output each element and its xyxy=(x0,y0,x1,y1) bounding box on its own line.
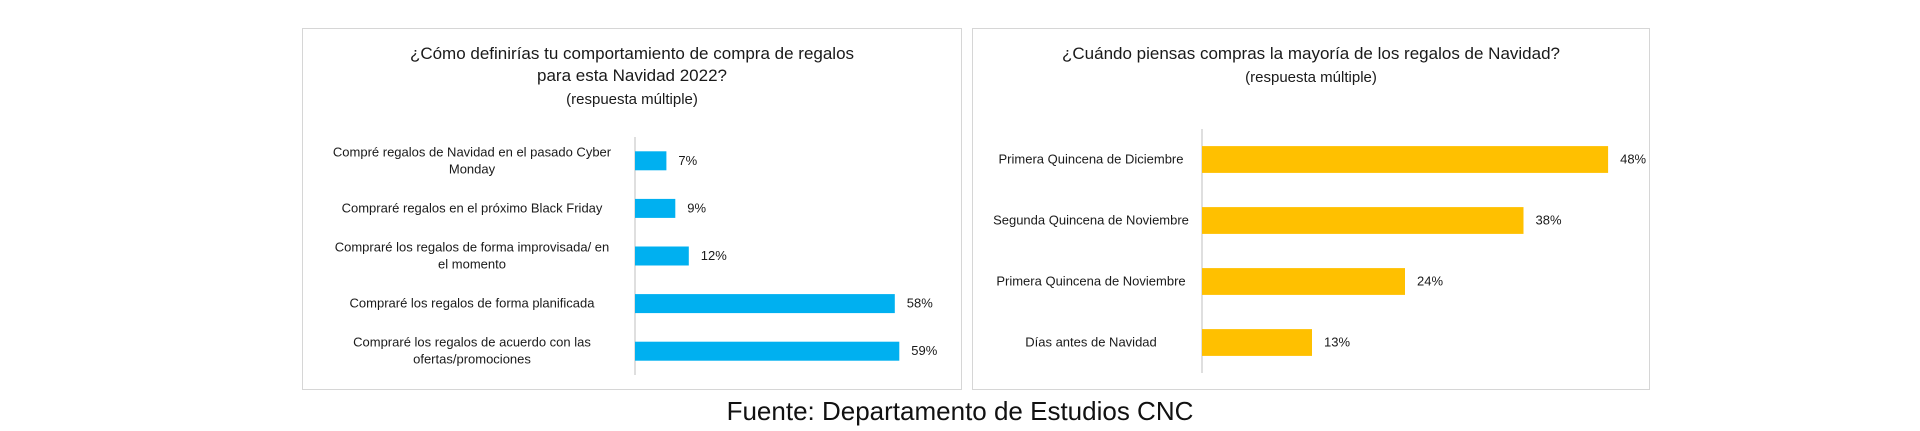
category-label-line: Compraré los regalos de forma improvisad… xyxy=(335,240,610,255)
data-label: 48% xyxy=(1620,152,1646,167)
bar xyxy=(1202,329,1312,356)
category-label-line: Compraré regalos en el próximo Black Fri… xyxy=(342,200,603,215)
data-label: 38% xyxy=(1536,213,1562,228)
chart-subtitle: (respuesta múltiple) xyxy=(1245,69,1377,86)
source-caption: Fuente: Departamento de Estudios CNC xyxy=(726,396,1194,426)
data-label: 12% xyxy=(701,248,727,263)
data-label: 59% xyxy=(911,343,937,358)
data-label: 13% xyxy=(1324,335,1350,350)
bar xyxy=(1202,146,1609,173)
chart-panel-timing: ¿Cuándo piensas compras la mayoría de lo… xyxy=(972,28,1650,390)
bar xyxy=(1202,207,1524,234)
category-label: Primera Quincena de Noviembre xyxy=(996,274,1185,289)
bar xyxy=(635,246,689,266)
category-label: Días antes de Navidad xyxy=(1025,335,1157,350)
category-label: Primera Quincena de Diciembre xyxy=(999,152,1184,167)
data-label: 7% xyxy=(678,153,697,168)
category-label: Compré regalos de Navidad en el pasado C… xyxy=(333,144,612,176)
chart-subtitle: (respuesta múltiple) xyxy=(566,91,698,108)
category-label-line: el momento xyxy=(438,257,506,272)
category-label-line: Días antes de Navidad xyxy=(1025,335,1157,350)
chart-title-line-1: ¿Cómo definirías tu comportamiento de co… xyxy=(409,44,855,63)
chart-title-line-1: ¿Cuándo piensas compras la mayoría de lo… xyxy=(1062,44,1560,63)
category-label-line: Segunda Quincena de Noviembre xyxy=(993,213,1189,228)
category-label-line: Compré regalos de Navidad en el pasado C… xyxy=(333,144,612,159)
bar xyxy=(635,151,667,171)
data-label: 9% xyxy=(687,200,706,215)
bar xyxy=(1202,268,1405,295)
chart-title-line-2: para esta Navidad 2022? xyxy=(537,66,727,85)
data-label: 24% xyxy=(1417,274,1443,289)
category-label: Compraré regalos en el próximo Black Fri… xyxy=(342,200,603,215)
category-label-line: Monday xyxy=(449,161,496,176)
category-label: Compraré los regalos de acuerdo con las o… xyxy=(353,335,591,367)
category-label: Compraré los regalos de forma planificad… xyxy=(350,296,596,311)
category-label-line: Compraré los regalos de acuerdo con las xyxy=(353,335,591,350)
category-label: Compraré los regalos de forma improvisad… xyxy=(335,240,610,272)
bar xyxy=(635,198,676,218)
category-label-line: Primera Quincena de Noviembre xyxy=(996,274,1185,289)
category-label-line: ofertas/promociones xyxy=(413,352,531,367)
bar-chart-timing: 48% Primera Quincena de Diciembre 38% Segun… xyxy=(993,129,1647,373)
category-label-line: Compraré los regalos de forma planificad… xyxy=(350,296,596,311)
chart-panel-behavior: ¿Cómo definirías tu comportamiento de co… xyxy=(302,28,962,390)
bar xyxy=(635,341,900,361)
chart-title-block: ¿Cómo definirías tu comportamiento de co… xyxy=(303,43,961,110)
bar-chart-behavior: 7% Compré regalos de Navidad en el pasado… xyxy=(333,137,938,375)
data-label: 58% xyxy=(907,296,933,311)
category-label-line: Primera Quincena de Diciembre xyxy=(999,152,1184,167)
chart-title-block: ¿Cuándo piensas compras la mayoría de lo… xyxy=(973,43,1649,88)
bar xyxy=(635,294,895,314)
category-label: Segunda Quincena de Noviembre xyxy=(993,213,1189,228)
